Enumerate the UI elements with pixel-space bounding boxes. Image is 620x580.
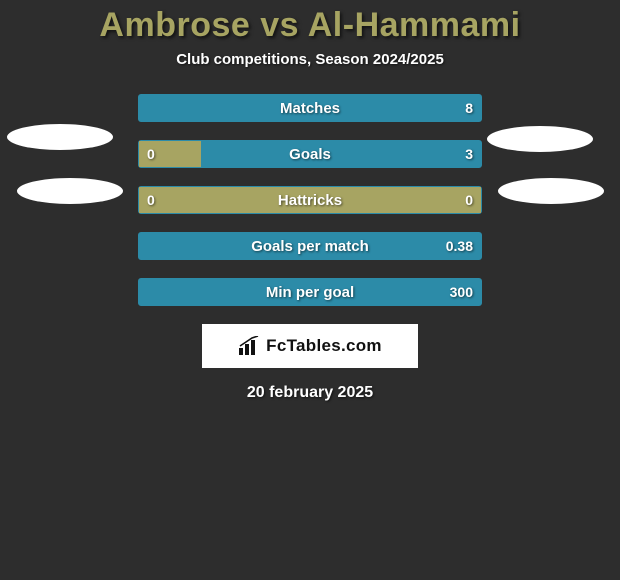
stat-row: 300Min per goal: [138, 278, 482, 306]
stat-label: Min per goal: [139, 279, 481, 305]
chart-icon: [238, 336, 260, 356]
stat-label: Hattricks: [139, 187, 481, 213]
avatar-placeholder: [17, 178, 123, 204]
avatar-placeholder: [487, 126, 593, 152]
footer-logo[interactable]: FcTables.com: [202, 324, 418, 368]
footer-date: 20 february 2025: [0, 384, 620, 402]
page-title: Ambrose vs Al-Hammami: [0, 0, 620, 45]
subtitle: Club competitions, Season 2024/2025: [0, 51, 620, 68]
footer-logo-text: FcTables.com: [266, 336, 382, 356]
stat-label: Goals per match: [139, 233, 481, 259]
stat-row: 00Hattricks: [138, 186, 482, 214]
stat-row: 03Goals: [138, 140, 482, 168]
comparison-chart: 8Matches 03Goals 00Hattricks 0.38Goals per …: [10, 94, 610, 306]
stat-row: 0.38Goals per match: [138, 232, 482, 260]
avatar-placeholder: [498, 178, 604, 204]
avatar-placeholder: [7, 124, 113, 150]
stat-row: 8Matches: [138, 94, 482, 122]
stat-label: Goals: [139, 141, 481, 167]
stat-label: Matches: [139, 95, 481, 121]
